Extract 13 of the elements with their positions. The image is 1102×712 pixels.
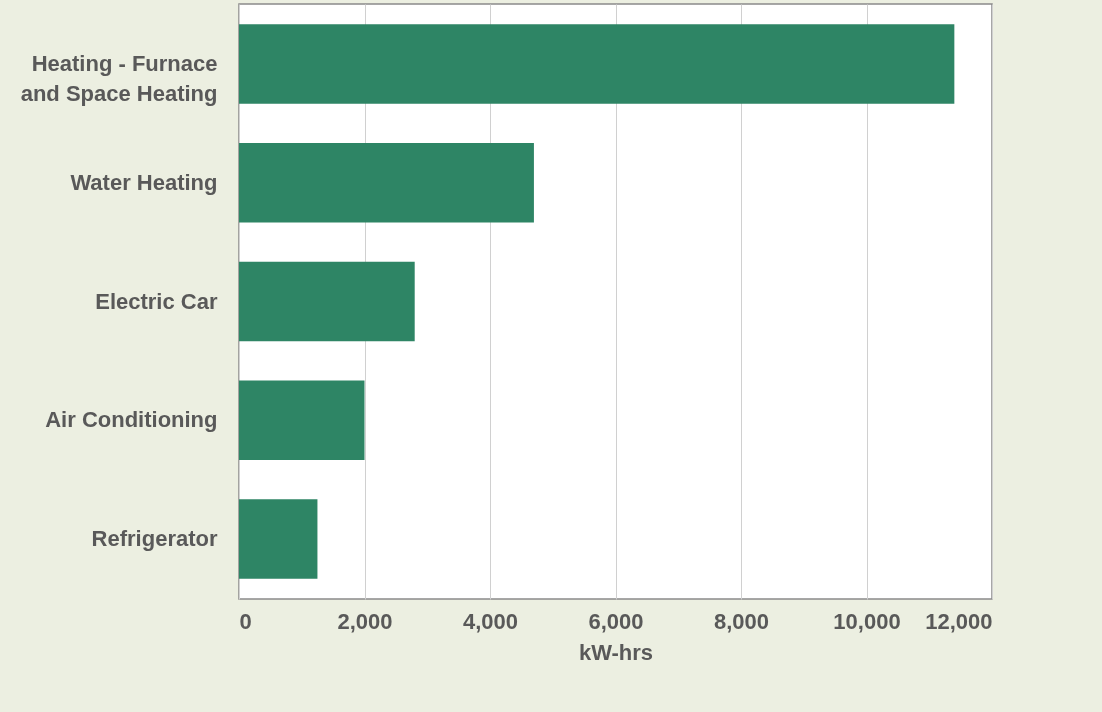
x-tick-label: 10,000 [833,608,901,634]
x-axis-title: kW-hrs [578,639,654,665]
x-tick-label: 12,000 [925,608,993,634]
y-tick-label: Air Conditioning [45,407,218,433]
x-tick-label: 2,000 [337,608,393,634]
x-tick-label: 4,000 [462,608,519,634]
y-tick-label: Water Heating [70,169,218,195]
x-tick-label: 0 [239,608,252,634]
x-tick-label: 8,000 [713,608,770,634]
x-tick-label: 6,000 [588,608,644,634]
y-tick-label: Refrigerator [91,526,218,552]
y-tick-label: Electric Car [95,288,218,314]
y-tick-label: Heating - Furnace and Space Heating [20,50,218,106]
